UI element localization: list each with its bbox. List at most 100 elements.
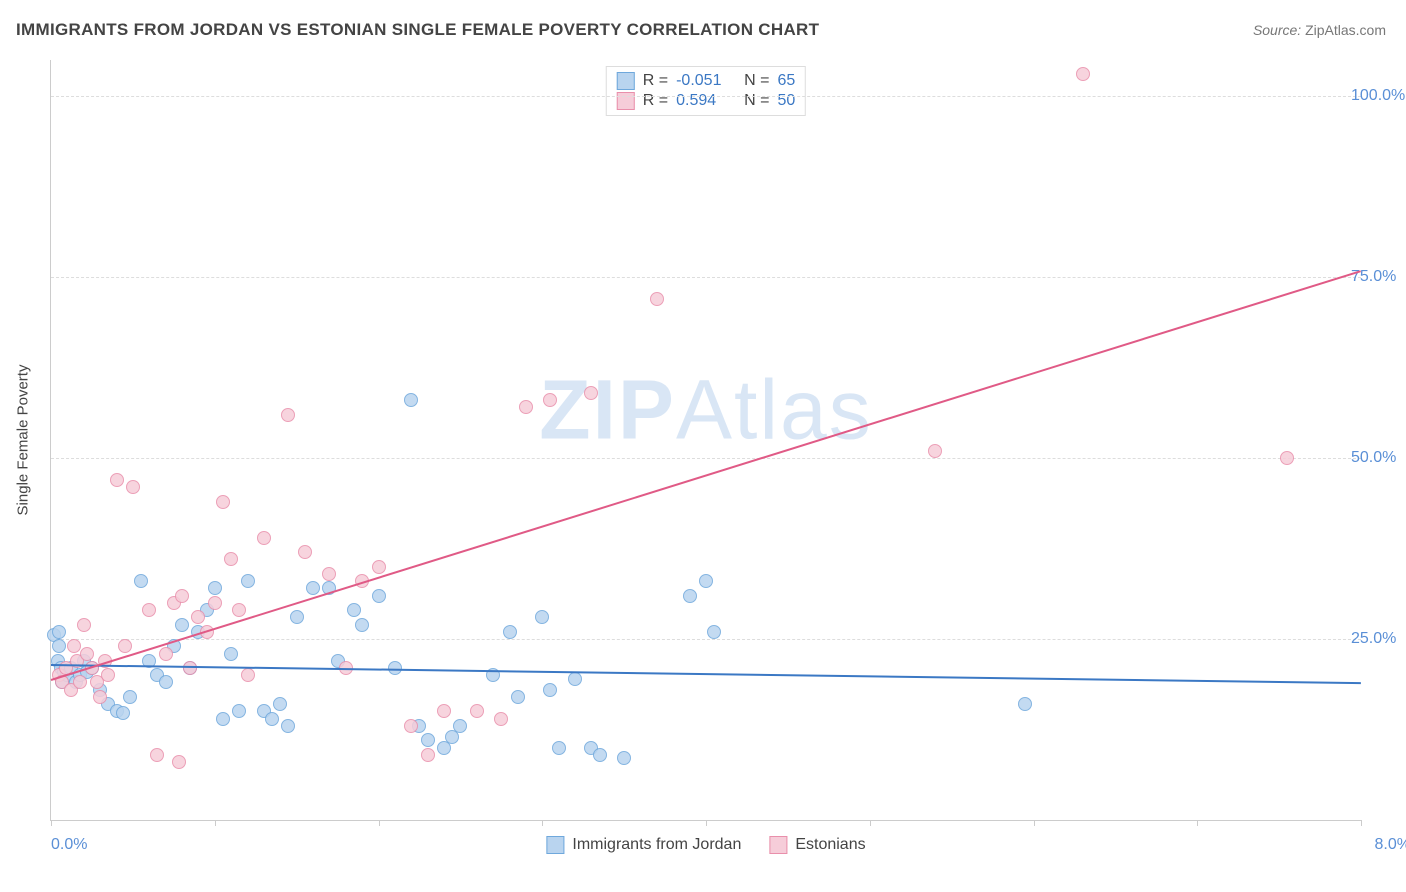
x-tick-mark [1197,820,1198,826]
source-label: Source: [1253,22,1301,38]
legend-swatch [546,836,564,854]
scatter-point [683,589,697,603]
legend-swatch [769,836,787,854]
scatter-point [216,495,230,509]
scatter-point [116,706,130,720]
scatter-point [453,719,467,733]
y-tick-label: 50.0% [1351,449,1406,467]
scatter-point [80,647,94,661]
scatter-point [519,400,533,414]
scatter-point [142,603,156,617]
trend-line [51,270,1362,681]
scatter-point [617,751,631,765]
gridline [51,458,1361,459]
source-attribution: Source: ZipAtlas.com [1253,22,1386,38]
y-axis-label: Single Female Poverty [15,365,32,516]
scatter-point [552,741,566,755]
scatter-point [928,444,942,458]
scatter-point [306,581,320,595]
scatter-point [699,574,713,588]
scatter-point [298,545,312,559]
scatter-point [1076,67,1090,81]
scatter-point [175,618,189,632]
scatter-point [404,393,418,407]
x-tick-mark [379,820,380,826]
scatter-point [52,639,66,653]
series-legend-item: Immigrants from Jordan [546,836,741,854]
scatter-point [404,719,418,733]
scatter-point [543,393,557,407]
scatter-point [568,672,582,686]
series-legend-label: Immigrants from Jordan [572,836,741,854]
legend-r-value: 0.594 [676,92,728,110]
legend-swatch [617,92,635,110]
watermark-atlas: Atlas [676,362,873,456]
scatter-point [110,473,124,487]
watermark-zip: ZIP [539,362,676,456]
gridline [51,639,1361,640]
scatter-point [123,690,137,704]
x-tick-mark [1034,820,1035,826]
gridline [51,96,1361,97]
series-legend-label: Estonians [795,836,865,854]
legend-row: R = -0.051 N = 65 [617,71,795,91]
legend-n-value: 65 [777,72,795,90]
x-tick-mark [1361,820,1362,826]
scatter-point [232,704,246,718]
x-tick-mark [706,820,707,826]
scatter-point [159,647,173,661]
scatter-point [290,610,304,624]
legend-n-value: 50 [777,92,795,110]
scatter-point [241,574,255,588]
x-axis-max-label: 8.0% [1375,836,1406,854]
scatter-point [67,639,81,653]
scatter-point [281,719,295,733]
y-tick-label: 25.0% [1351,630,1406,648]
correlation-legend: R = -0.051 N = 65R = 0.594 N = 50 [606,66,806,116]
legend-r-label: R = [643,72,668,90]
scatter-point [322,567,336,581]
legend-row: R =0.594N =50 [617,91,795,111]
scatter-point [535,610,549,624]
x-tick-mark [542,820,543,826]
x-tick-mark [51,820,52,826]
series-legend: Immigrants from Jordan Estonians [546,836,865,854]
scatter-point [650,292,664,306]
scatter-point [175,589,189,603]
scatter-point [511,690,525,704]
scatter-point [52,625,66,639]
scatter-point [437,704,451,718]
scatter-point [150,748,164,762]
chart-title: IMMIGRANTS FROM JORDAN VS ESTONIAN SINGL… [16,20,819,40]
scatter-point [584,386,598,400]
scatter-point [273,697,287,711]
y-tick-label: 100.0% [1351,87,1406,105]
scatter-point [126,480,140,494]
scatter-point [93,690,107,704]
scatter-point [355,618,369,632]
legend-r-value: -0.051 [676,72,728,90]
scatter-point [232,603,246,617]
scatter-point [159,675,173,689]
watermark: ZIPAtlas [539,361,872,458]
scatter-point [172,755,186,769]
scatter-plot-area: ZIPAtlas Single Female Poverty R =-0.051… [50,60,1361,821]
scatter-point [543,683,557,697]
scatter-point [470,704,484,718]
scatter-point [191,610,205,624]
scatter-point [73,675,87,689]
scatter-point [101,668,115,682]
scatter-point [1280,451,1294,465]
scatter-point [265,712,279,726]
legend-n-label: N = [744,72,769,90]
legend-r-label: R = [643,92,668,110]
scatter-point [593,748,607,762]
source-value: ZipAtlas.com [1305,22,1386,38]
scatter-point [372,560,386,574]
scatter-point [494,712,508,726]
scatter-point [77,618,91,632]
x-tick-mark [870,820,871,826]
scatter-point [372,589,386,603]
scatter-point [224,647,238,661]
scatter-point [241,668,255,682]
